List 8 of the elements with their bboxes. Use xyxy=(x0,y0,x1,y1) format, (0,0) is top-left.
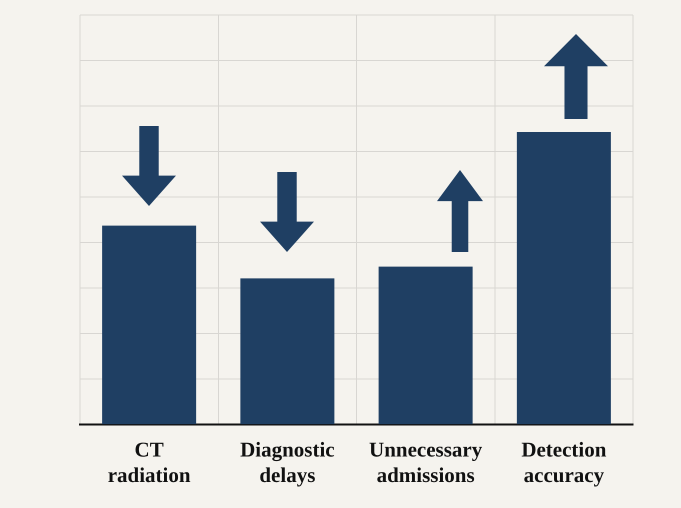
x-tick-label: CT radiation xyxy=(108,438,191,487)
x-tick-label: Diagnostic delays xyxy=(240,438,335,487)
bar xyxy=(516,132,611,424)
bar xyxy=(378,266,473,424)
x-tick-label: Unnecessary admissions xyxy=(369,438,483,487)
bar xyxy=(102,226,196,424)
bar xyxy=(240,278,334,424)
x-tick-label: Detection accuracy xyxy=(521,438,607,487)
